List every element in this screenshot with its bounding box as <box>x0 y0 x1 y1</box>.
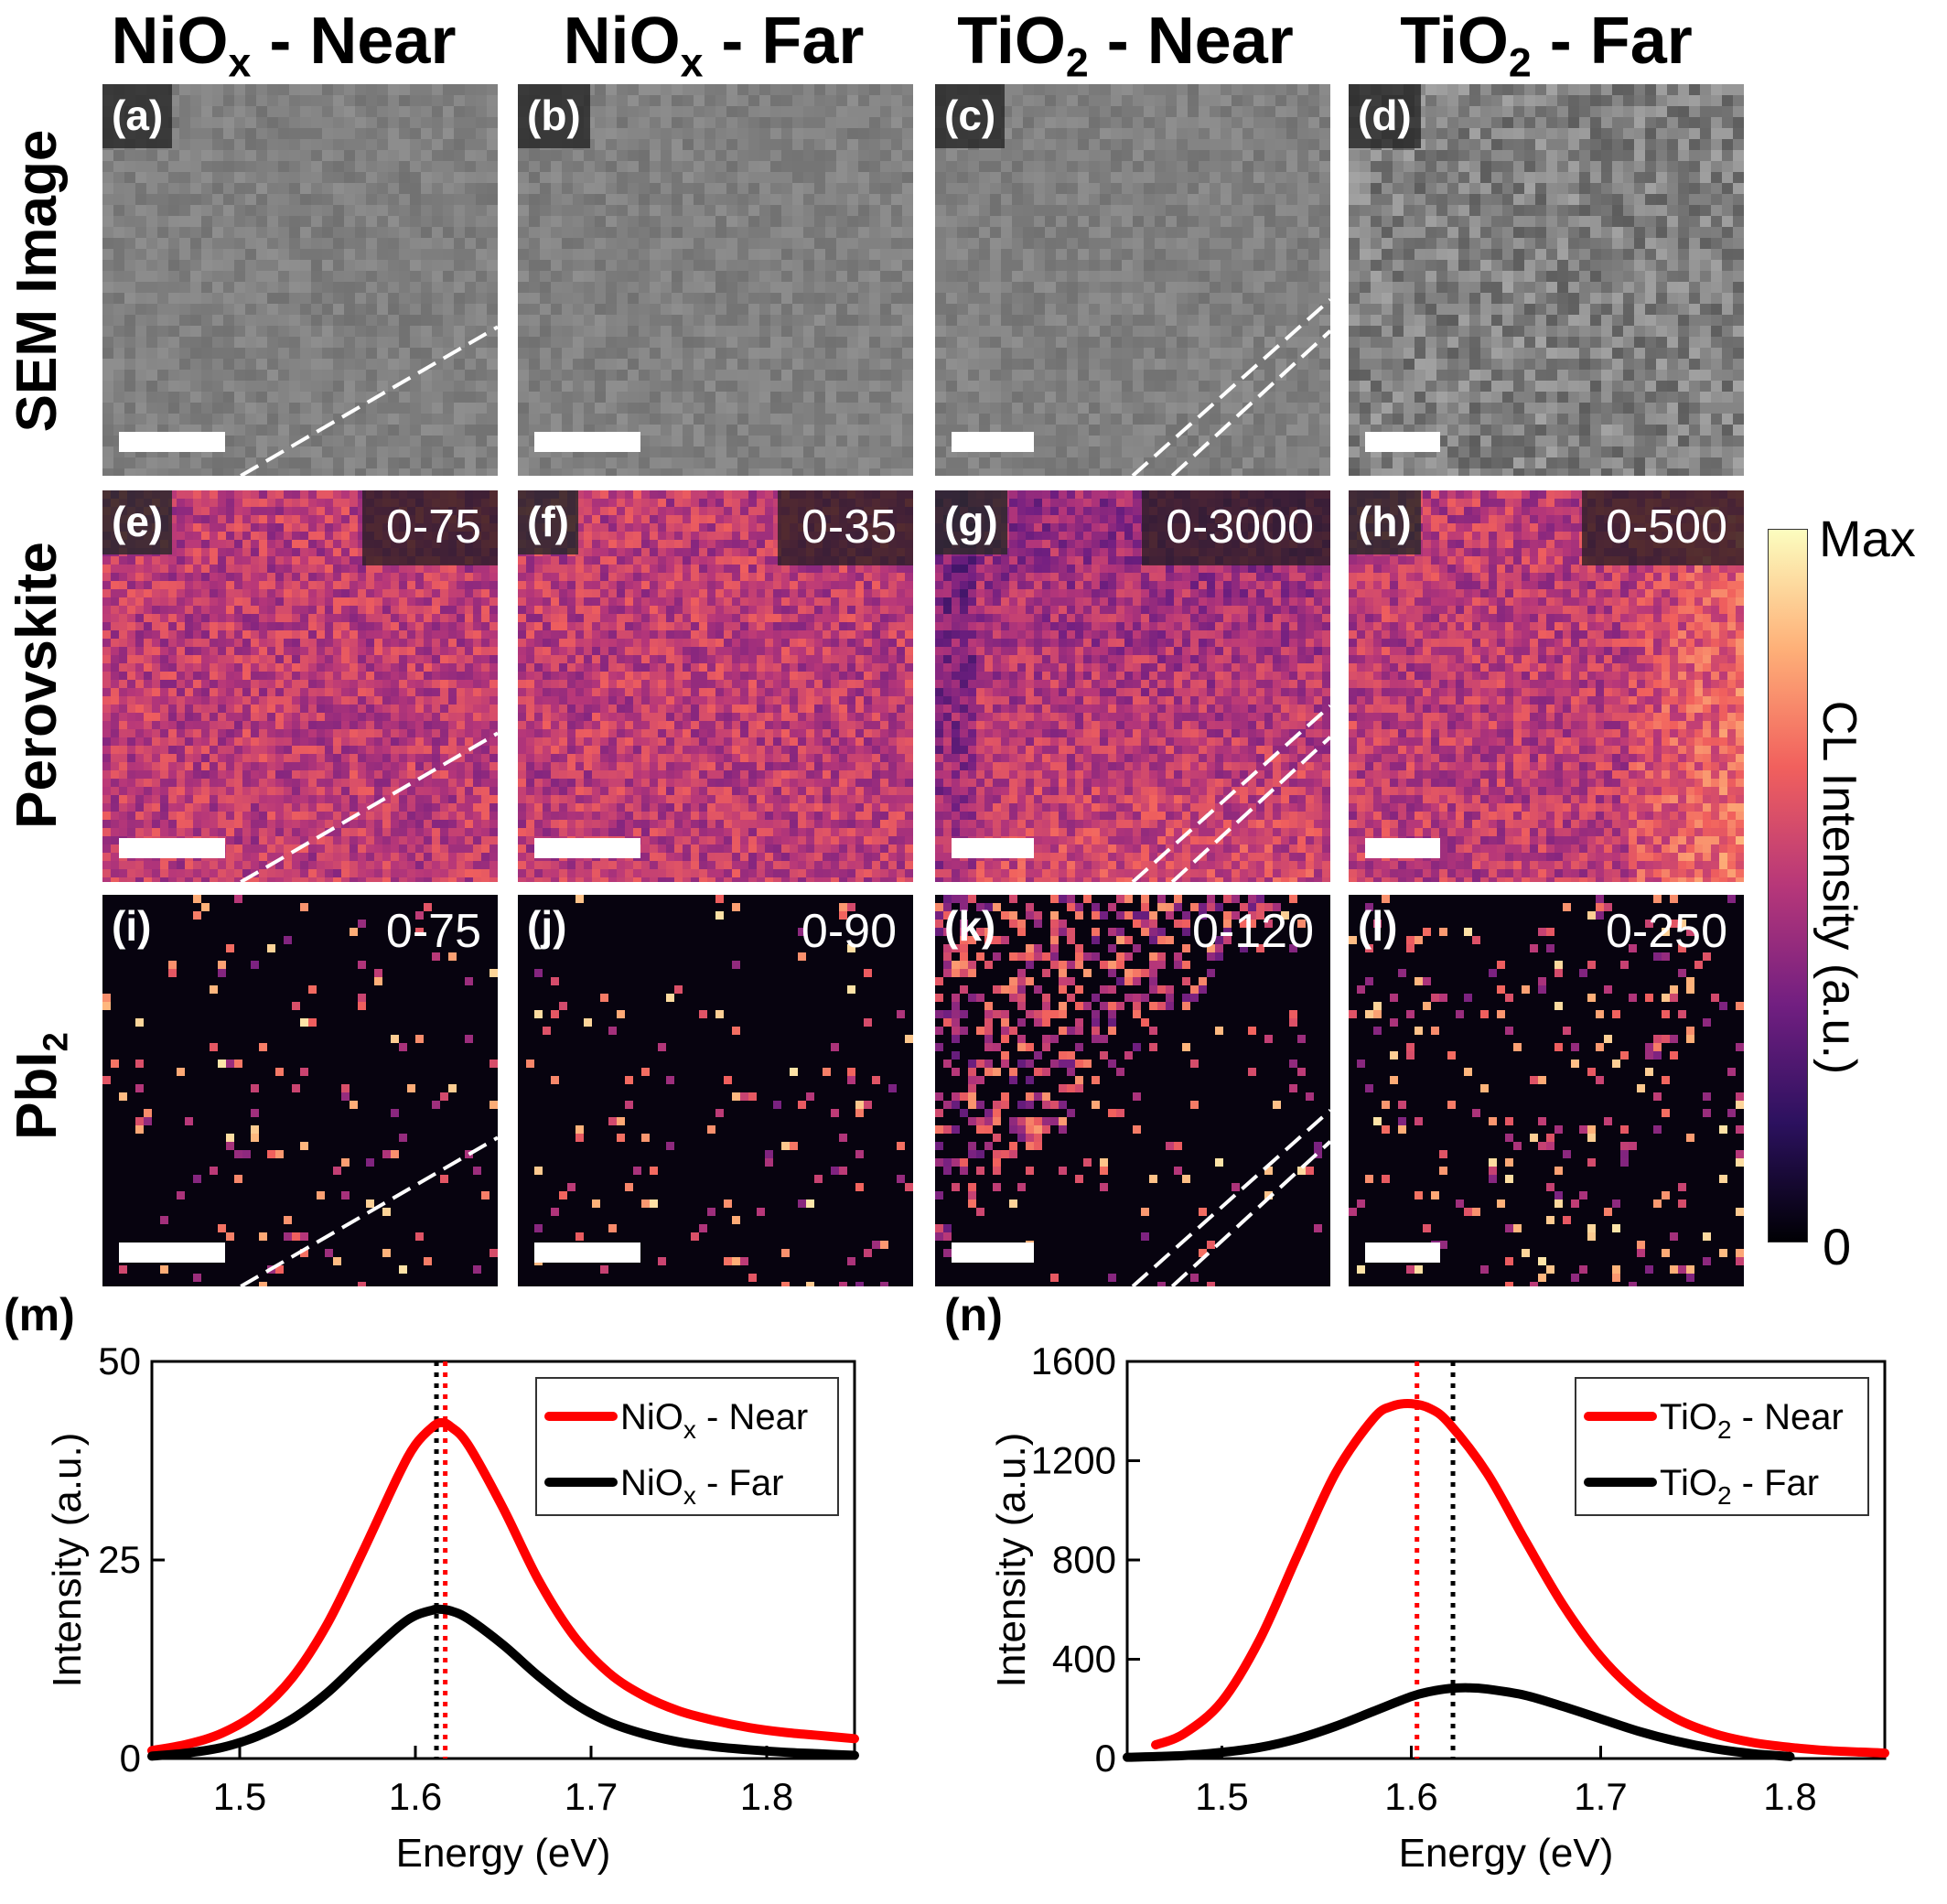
x-tick-label: 1.7 <box>1574 1775 1627 1818</box>
legend-box <box>535 1377 839 1516</box>
x-axis-label: Energy (eV) <box>1399 1831 1614 1876</box>
panel-label: (k) <box>944 902 996 950</box>
x-axis-label: Energy (eV) <box>396 1831 611 1876</box>
scale-bar <box>952 838 1034 858</box>
y-axis-label: Intensity (a.u.) <box>45 1433 90 1688</box>
intensity-range-label: 0-35 <box>777 490 913 565</box>
image-panel-b: (b) <box>518 84 913 476</box>
x-tick-label: 1.5 <box>213 1775 266 1818</box>
y-tick-label: 800 <box>1052 1538 1116 1581</box>
panel-label: (b) <box>518 84 590 148</box>
image-panel-e: (e) 0-75 <box>102 490 498 882</box>
colorbar-title: CL Intensity (a.u.) <box>1813 700 1866 1075</box>
scale-bar <box>534 432 640 452</box>
y-tick-label: 50 <box>98 1339 141 1382</box>
panel-label: (l) <box>1358 902 1398 950</box>
scale-bar <box>119 1242 225 1263</box>
panel-label: (a) <box>102 84 173 148</box>
y-tick-label: 1200 <box>1031 1439 1116 1482</box>
chart-m: 1.5 1.6 1.7 1.8 0 25 50 Energy (eV) Intensity (a… <box>45 1339 859 1876</box>
image-panel-c: (c) <box>935 84 1330 476</box>
series-line-0 <box>147 1417 859 1756</box>
series-line-1 <box>1123 1683 1795 1762</box>
intensity-range-label: 0-250 <box>1606 905 1727 958</box>
x-tick-label: 1.7 <box>565 1775 618 1818</box>
x-tick-label: 1.5 <box>1195 1775 1248 1818</box>
panel-label: (e) <box>102 490 173 554</box>
column-header-4: TiO2 - Far <box>1400 5 1693 86</box>
image-panel-d: (d) <box>1349 84 1744 476</box>
scale-bar <box>119 432 225 452</box>
x-tick-label: 1.6 <box>1384 1775 1437 1818</box>
scale-bar <box>119 838 225 858</box>
series-line-1 <box>147 1604 859 1761</box>
chart-n: 1.5 1.6 1.7 1.8 0 400 800 1200 1600 Energy (eV) In… <box>989 1339 1889 1876</box>
legend-label: NiOx - Far <box>620 1463 783 1510</box>
image-panel-h: (h) 0-500 <box>1349 490 1744 882</box>
image-panel-k: (k) 0-120 <box>935 895 1330 1286</box>
scale-bar <box>534 838 640 858</box>
row-header-pbi2: PbI2 <box>5 1032 76 1140</box>
scale-bar <box>1365 838 1440 858</box>
chart-m-label: (m) <box>4 1289 75 1340</box>
x-tick-label: 1.6 <box>389 1775 442 1818</box>
column-header-1: NiOx - Near <box>111 5 457 86</box>
colorbar-max-label: Max <box>1819 510 1916 567</box>
intensity-range-label: 0-120 <box>1192 905 1314 958</box>
y-tick-label: 0 <box>120 1737 141 1780</box>
chart-n-label: (n) <box>944 1289 1003 1340</box>
legend-label: NiOx - Near <box>620 1397 808 1444</box>
panel-label: (h) <box>1349 490 1421 554</box>
column-header-3: TiO2 - Near <box>957 5 1294 86</box>
scale-bar <box>534 1242 640 1263</box>
image-panel-l: (l) 0-250 <box>1349 895 1744 1286</box>
series-line-0 <box>1151 1398 1889 1759</box>
scale-bar <box>952 432 1034 452</box>
image-panel-g: (g) 0-3000 <box>935 490 1330 882</box>
intensity-range-label: 0-3000 <box>1142 490 1330 565</box>
row-header-sem: SEM Image <box>5 129 69 433</box>
panel-label: (c) <box>935 84 1006 148</box>
scale-bar <box>1365 432 1440 452</box>
intensity-range-label: 0-90 <box>801 905 897 958</box>
image-panel-j: (j) 0-90 <box>518 895 913 1286</box>
panel-label: (g) <box>935 490 1007 554</box>
legend-box <box>1575 1377 1869 1516</box>
image-panel-f: (f) 0-35 <box>518 490 913 882</box>
intensity-range-label: 0-75 <box>361 490 498 565</box>
y-axis-label: Intensity (a.u.) <box>989 1433 1034 1688</box>
y-tick-label: 400 <box>1052 1638 1116 1681</box>
image-panel-a: (a) <box>102 84 498 476</box>
legend-label: TiO2 - Far <box>1660 1463 1819 1510</box>
legend-label: TiO2 - Near <box>1660 1397 1844 1444</box>
image-panel-i: (i) 0-75 <box>102 895 498 1286</box>
colorbar <box>1768 529 1808 1242</box>
panel-label: (i) <box>112 902 152 950</box>
y-tick-label: 25 <box>98 1538 141 1581</box>
panel-label: (j) <box>527 902 567 950</box>
y-tick-label: 0 <box>1095 1737 1116 1780</box>
intensity-range-label: 0-500 <box>1582 490 1744 565</box>
column-header-2: NiOx - Far <box>563 5 865 86</box>
row-header-perovskite: Perovskite <box>5 542 69 829</box>
scale-bar <box>1365 1242 1440 1263</box>
x-tick-label: 1.8 <box>1763 1775 1816 1818</box>
scale-bar <box>952 1242 1034 1263</box>
x-tick-label: 1.8 <box>740 1775 793 1818</box>
intensity-range-label: 0-75 <box>385 905 481 958</box>
panel-label: (d) <box>1349 84 1421 148</box>
colorbar-min-label: 0 <box>1823 1218 1852 1275</box>
panel-label: (f) <box>518 490 578 554</box>
y-tick-label: 1600 <box>1031 1339 1116 1382</box>
